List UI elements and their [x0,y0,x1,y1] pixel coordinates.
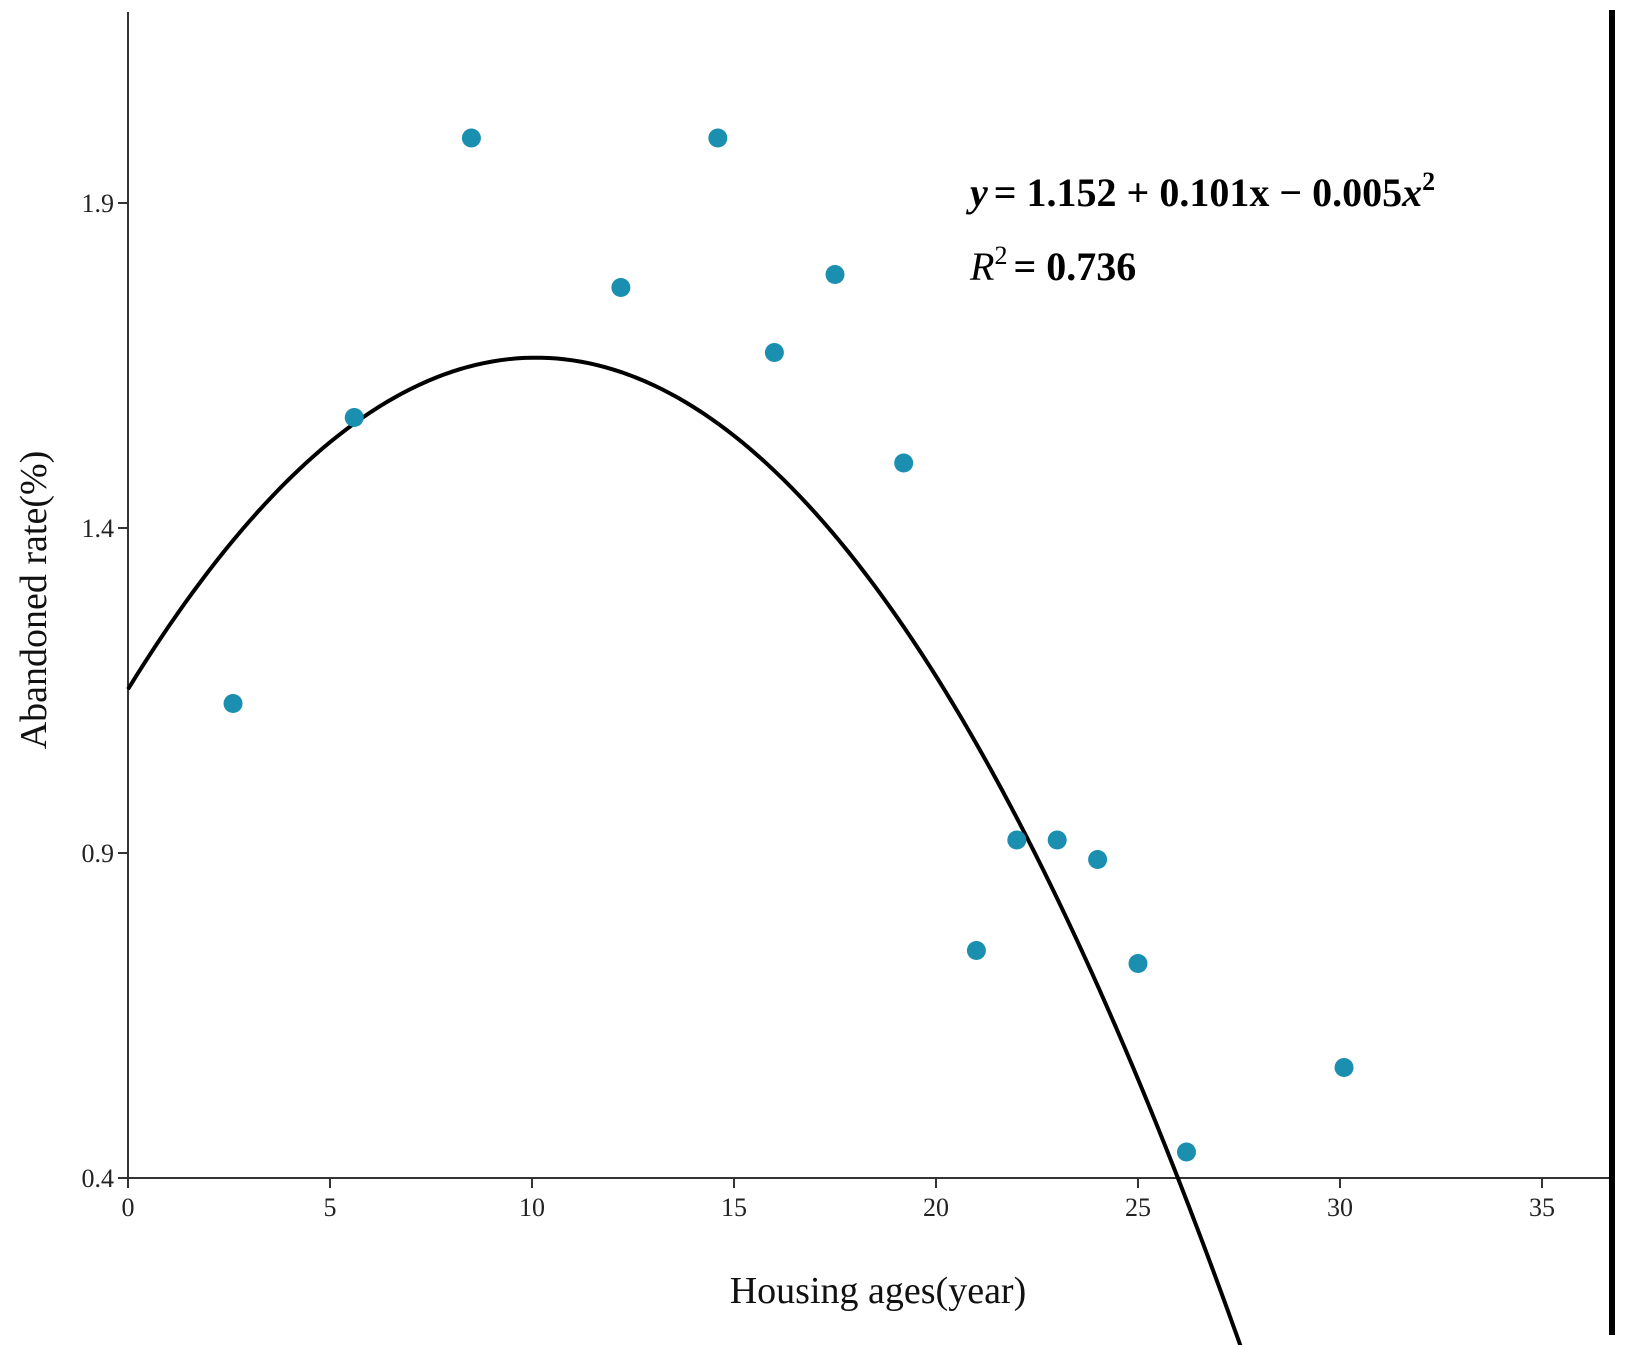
data-point [1334,1058,1354,1077]
x-tick-label: 35 [1529,1193,1555,1222]
x-tick-label: 5 [324,1193,337,1222]
r-squared-var: R [969,244,994,289]
equation-x-var: x [1401,170,1422,215]
y-axis-title: Abandoned rate(%) [13,451,55,750]
data-point [344,408,364,427]
r-squared-value: = 0.736 [1013,244,1136,289]
equation-y-var: y [966,170,988,215]
data-point [825,265,845,284]
data-point [611,278,631,297]
equation-exponent: 2 [1422,167,1435,196]
plot-area: 0 5 10 15 20 25 30 35 0.4 0.9 1.4 1.9 [82,12,1613,1345]
fit-equation: y = 1.152 + 0.101x − 0.005x2 [966,167,1435,215]
data-point [1007,830,1027,850]
y-tick-label: 1.4 [82,514,115,543]
r-squared: R2 = 0.736 [969,241,1136,289]
fit-curve [126,355,1243,1345]
r-squared-exponent: 2 [994,241,1007,270]
data-point [1047,830,1067,850]
data-point [894,453,914,473]
data-point [708,128,728,148]
y-tick-label: 0.4 [82,1164,115,1193]
y-tick-label: 0.9 [82,839,115,868]
equation-rhs: = 1.152 + 0.101x − 0.005 [994,170,1402,215]
data-point [1088,850,1108,869]
data-point [764,343,784,362]
data-point [1128,954,1148,973]
x-tick-label: 30 [1327,1193,1353,1222]
data-point [223,694,243,713]
data-point [461,128,481,148]
x-tick-label: 20 [923,1193,949,1222]
x-tick-label: 0 [122,1193,135,1222]
x-tick-label: 15 [721,1193,747,1222]
x-axis-title: Housing ages(year) [730,1270,1027,1312]
x-tick-label: 25 [1125,1193,1151,1222]
data-point [966,941,986,960]
x-tick-label: 10 [519,1193,545,1222]
right-border [1609,10,1615,1335]
data-point [1176,1142,1196,1162]
y-tick-label: 1.9 [82,189,115,218]
